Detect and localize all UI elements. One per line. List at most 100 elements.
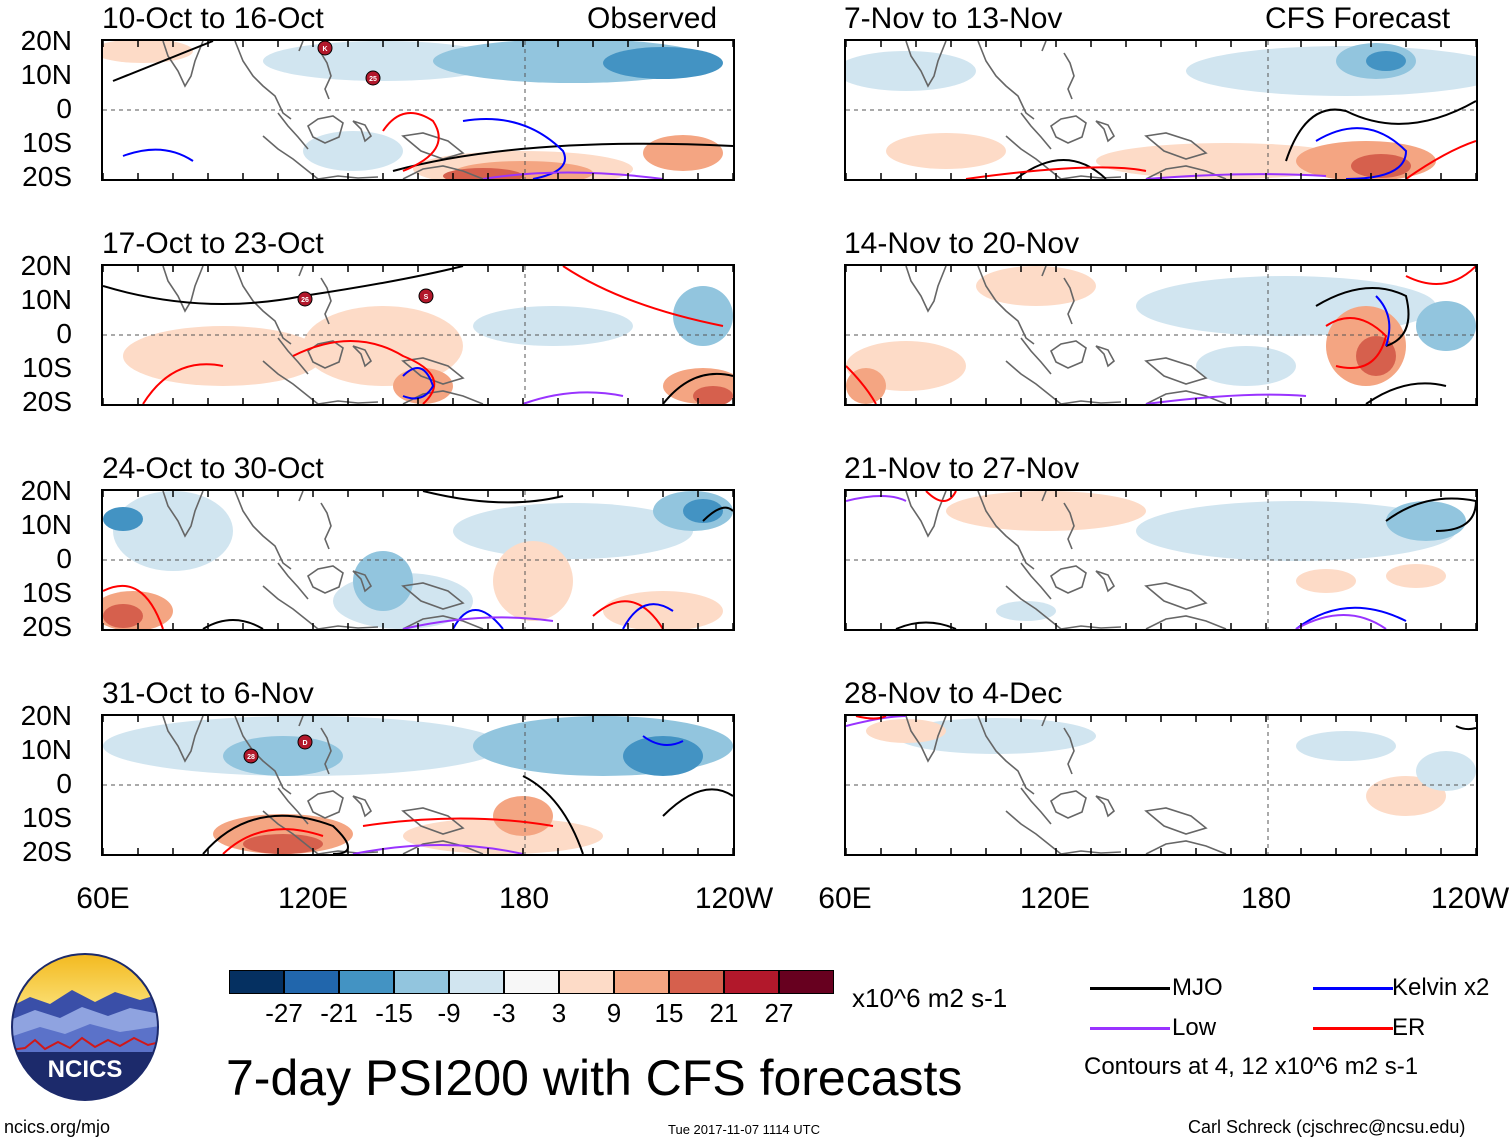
lat-label: 20N [20, 475, 72, 506]
map-panel-forecast-1 [844, 39, 1478, 181]
colorbar-cell [614, 970, 669, 994]
lat-label: 20N [20, 25, 72, 56]
lat-label: 10S [22, 127, 72, 158]
map-panel-forecast-3 [844, 489, 1478, 631]
timestamp: Tue 2017-11-07 1114 UTC [668, 1122, 820, 1137]
colorbar-cell [229, 970, 284, 994]
legend-label-er: ER [1392, 1014, 1426, 1041]
legend-label-low: Low [1172, 1014, 1217, 1041]
panel-title: 31-Oct to 6-Nov [102, 677, 314, 710]
lat-label: 20N [20, 700, 72, 731]
svg-text:S: S [424, 294, 429, 301]
contour-note: Contours at 4, 12 x10^6 m2 s-1 [1084, 1053, 1419, 1080]
legend-line-low [1090, 1027, 1170, 1030]
map-panel-observed-1: K 25 [101, 39, 735, 181]
colorbar-label: -3 [492, 998, 516, 1028]
legend-line-kelvin [1313, 987, 1393, 990]
lat-label: 20S [22, 386, 72, 417]
colorbar-label: 21 [709, 998, 739, 1028]
units-label: x10^6 m2 s-1 [852, 983, 1008, 1013]
lat-label: 10N [20, 509, 72, 540]
lat-label: 20S [22, 611, 72, 642]
legend-line-mjo [1090, 987, 1170, 990]
svg-text:25: 25 [369, 76, 377, 83]
map-panel-forecast-4 [844, 714, 1478, 856]
colorbar-cell [779, 970, 834, 994]
colorbar-label: 3 [551, 998, 567, 1028]
svg-text:28: 28 [247, 754, 255, 761]
forecast-column-label: CFS Forecast [1265, 2, 1451, 35]
svg-text:K: K [322, 46, 327, 53]
map-canvas [103, 491, 733, 629]
legend-line-er [1313, 1027, 1393, 1030]
colorbar-label: 15 [654, 998, 684, 1028]
storm-marker: 28 [243, 748, 259, 764]
lon-label: 120W [1430, 882, 1510, 915]
map-panel-forecast-2 [844, 264, 1478, 406]
panel-title: 24-Oct to 30-Oct [102, 452, 324, 485]
colorbar-cell [559, 970, 614, 994]
panel-title: 7-Nov to 13-Nov [844, 2, 1063, 35]
lat-label: 20S [22, 836, 72, 867]
map-canvas: 28 D [103, 716, 733, 854]
lat-label: 10N [20, 734, 72, 765]
lon-label: 120W [694, 882, 774, 915]
storm-marker: S [418, 288, 434, 304]
colorbar-label: -21 [320, 998, 358, 1028]
map-canvas: 26 S [103, 266, 733, 404]
svg-text:D: D [302, 740, 307, 747]
panel-title: 17-Oct to 23-Oct [102, 227, 324, 260]
lat-label: 10N [20, 59, 72, 90]
colorbar-label: -9 [437, 998, 461, 1028]
lon-label: 180 [498, 882, 550, 915]
map-canvas: K 25 [103, 41, 733, 179]
storm-marker: K [317, 41, 333, 56]
map-canvas [846, 266, 1476, 404]
colorbar-cell [339, 970, 394, 994]
colorbar-cell [724, 970, 779, 994]
map-panel-observed-3 [101, 489, 735, 631]
colorbar-cell [449, 970, 504, 994]
svg-text:26: 26 [301, 297, 309, 304]
ncics-logo: NCICS [10, 952, 160, 1102]
panel-title: 21-Nov to 27-Nov [844, 452, 1080, 485]
colorbar-label: -27 [265, 998, 303, 1028]
panel-title: 14-Nov to 20-Nov [844, 227, 1080, 260]
storm-marker: 26 [297, 291, 313, 307]
storm-marker: 25 [365, 70, 381, 86]
figure-title: 7-day PSI200 with CFS forecasts [226, 1050, 963, 1106]
lat-label: 20N [20, 250, 72, 281]
lon-label: 120E [277, 882, 349, 915]
colorbar-label: 9 [606, 998, 622, 1028]
legend-label-mjo: MJO [1172, 974, 1223, 1001]
lat-label: 10S [22, 352, 72, 383]
lat-label: 10S [22, 802, 72, 833]
lon-label: 60E [818, 882, 872, 915]
lat-label: 0 [56, 768, 72, 799]
map-canvas [846, 716, 1476, 854]
colorbar-cell [394, 970, 449, 994]
legend-label-kelvin: Kelvin x2 [1392, 974, 1490, 1001]
lon-label: 120E [1019, 882, 1091, 915]
site-link: ncics.org/mjo [4, 1117, 111, 1137]
lat-label: 0 [56, 543, 72, 574]
map-panel-observed-4: 28 D [101, 714, 735, 856]
map-canvas [846, 491, 1476, 629]
map-panel-observed-2: 26 S [101, 264, 735, 406]
observed-column-label: Observed [587, 2, 718, 35]
panel-title: 28-Nov to 4-Dec [844, 677, 1063, 710]
lat-label: 10N [20, 284, 72, 315]
colorbar-cell [669, 970, 724, 994]
colorbar-cell [284, 970, 339, 994]
lon-label: 60E [76, 882, 130, 915]
colorbar-label: 27 [764, 998, 794, 1028]
lat-label: 0 [56, 93, 72, 124]
map-canvas [846, 41, 1476, 179]
lat-label: 20S [22, 161, 72, 192]
storm-marker: D [297, 734, 313, 750]
logo-text: NCICS [48, 1056, 123, 1083]
lat-label: 0 [56, 318, 72, 349]
colorbar-cell [504, 970, 559, 994]
colorbar-label: -15 [375, 998, 413, 1028]
panel-title: 10-Oct to 16-Oct [102, 2, 324, 35]
